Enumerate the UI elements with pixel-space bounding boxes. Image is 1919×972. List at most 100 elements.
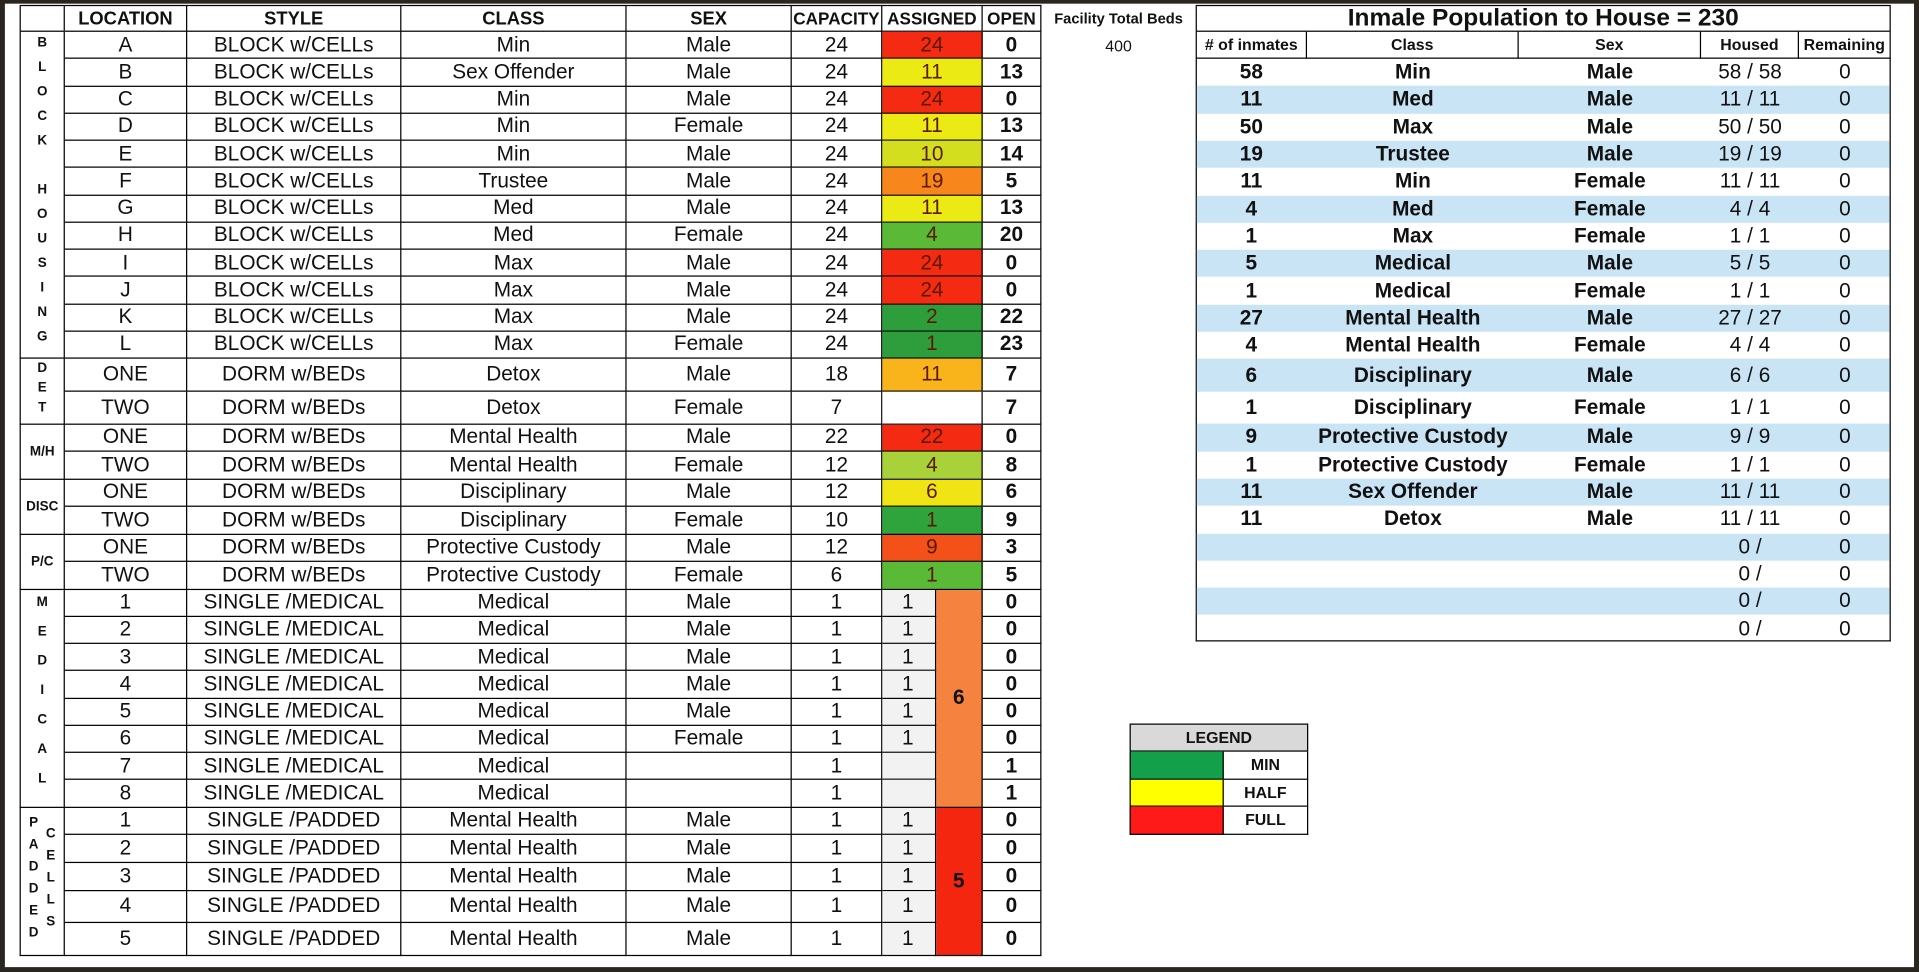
housed-cell: 9 / 9 [1729,425,1771,449]
capacity-cell: 1 [791,922,883,956]
class-cell: Mental Health [401,451,627,480]
assigned-cell [882,391,983,425]
open-cell: 0 [982,643,1042,672]
class-cell: Max [401,276,627,305]
open-cell: 0 [982,725,1042,753]
count-cell: 5 [1245,251,1258,275]
open-cell: 3 [982,534,1042,562]
column-header: SEX [626,4,792,32]
assigned-cell: 1 [882,862,937,891]
assigned-cell [882,780,937,808]
count-cell: 9 [1245,425,1258,449]
sex-cell: Male [626,276,792,305]
population-title: Inmale Population to House = 230 [1195,4,1891,32]
assigned-cell: 6 [882,479,983,507]
open-cell: 20 [982,222,1042,250]
class-cell: Sex Offender [1348,479,1478,504]
location-cell: H [64,222,188,250]
style-cell: SINGLE /MEDICAL [187,671,402,699]
sex-cell: Female [1574,452,1646,476]
capacity-cell: 24 [791,222,883,250]
capacity-cell: 12 [791,534,883,562]
style-cell: SINGLE /PADDED [187,890,402,923]
sex-cell: Male [626,424,792,452]
assigned-cell: 1 [882,834,937,863]
sex-cell: Male [626,59,792,87]
assigned-total: 6 [936,589,983,808]
location-cell: 1 [64,589,188,617]
remaining-cell: 0 [1839,561,1851,586]
style-cell: SINGLE /PADDED [187,834,402,863]
group-label: PADDED CELLS [19,807,65,956]
housed-cell: 27 / 27 [1718,305,1782,330]
assigned-cell: 1 [882,725,937,753]
style-cell: SINGLE /MEDICAL [187,780,402,808]
remaining-cell: 0 [1839,589,1851,613]
sex-cell: Male [626,807,792,835]
sex-cell: Male [626,140,792,169]
column-header: OPEN [982,4,1042,32]
count-cell: 50 [1239,114,1263,139]
housed-cell: 4 / 4 [1729,196,1771,220]
class-cell: Mental Health [1345,333,1481,357]
class-cell: Protective Custody [401,534,627,562]
capacity-cell: 1 [791,616,883,644]
location-cell: ONE [64,479,188,507]
sex-cell: Male [626,249,792,277]
location-cell: 7 [64,752,188,781]
open-cell: 0 [982,890,1042,923]
open-cell: 23 [982,331,1042,359]
assigned-cell: 22 [882,424,983,452]
class-cell: Trustee [401,168,627,196]
style-cell: BLOCK w/CELLs [187,304,402,332]
class-cell: Mental Health [401,834,627,863]
location-cell: ONE [64,534,188,562]
class-cell: Disciplinary [1353,363,1472,387]
remaining-cell: 0 [1839,60,1851,84]
corner-cell [19,4,65,32]
capacity-cell: 10 [791,506,883,535]
housed-cell: 1 / 1 [1729,278,1771,302]
capacity-cell: 24 [791,59,883,87]
row-stripe [1196,478,1890,506]
style-cell: BLOCK w/CELLs [187,31,402,60]
capacity-cell: 24 [791,113,883,141]
capacity-cell: 7 [791,391,883,425]
location-cell: 6 [64,725,188,753]
sex-cell: Male [1586,114,1634,139]
column-header: CLASS [401,4,627,32]
assigned-cell: 24 [882,276,983,305]
count-cell: 11 [1240,479,1263,504]
open-cell: 13 [982,59,1042,87]
class-cell: Min [401,113,627,141]
assigned-cell: 1 [882,671,937,699]
location-cell: B [64,59,188,87]
style-cell: BLOCK w/CELLs [187,331,402,359]
class-cell: Max [401,331,627,359]
class-cell: Medical [401,780,627,808]
housed-cell: 0 / [1738,589,1762,613]
class-cell: Disciplinary [401,506,627,535]
open-cell: 13 [982,195,1042,223]
class-cell: Max [401,304,627,332]
sex-cell: Female [1574,395,1646,420]
assigned-cell: 11 [882,59,983,87]
sex-cell: Male [626,358,792,392]
sex-cell: Male [1586,251,1634,275]
class-cell: Disciplinary [401,479,627,507]
assigned-cell: 1 [882,506,983,535]
sex-cell: Male [626,616,792,644]
row-stripe [1196,140,1890,168]
style-cell: SINGLE /MEDICAL [187,698,402,726]
column-header: LOCATION [64,4,188,32]
assigned-cell: 1 [882,698,937,726]
location-cell: J [64,276,188,305]
assigned-total: 5 [936,807,983,956]
sex-cell: Male [626,31,792,60]
group-label: P/C [19,534,65,590]
count-cell: 6 [1245,363,1258,387]
location-cell: D [64,113,188,141]
open-cell: 0 [982,862,1042,891]
location-cell: G [64,195,188,223]
open-cell: 22 [982,304,1042,332]
